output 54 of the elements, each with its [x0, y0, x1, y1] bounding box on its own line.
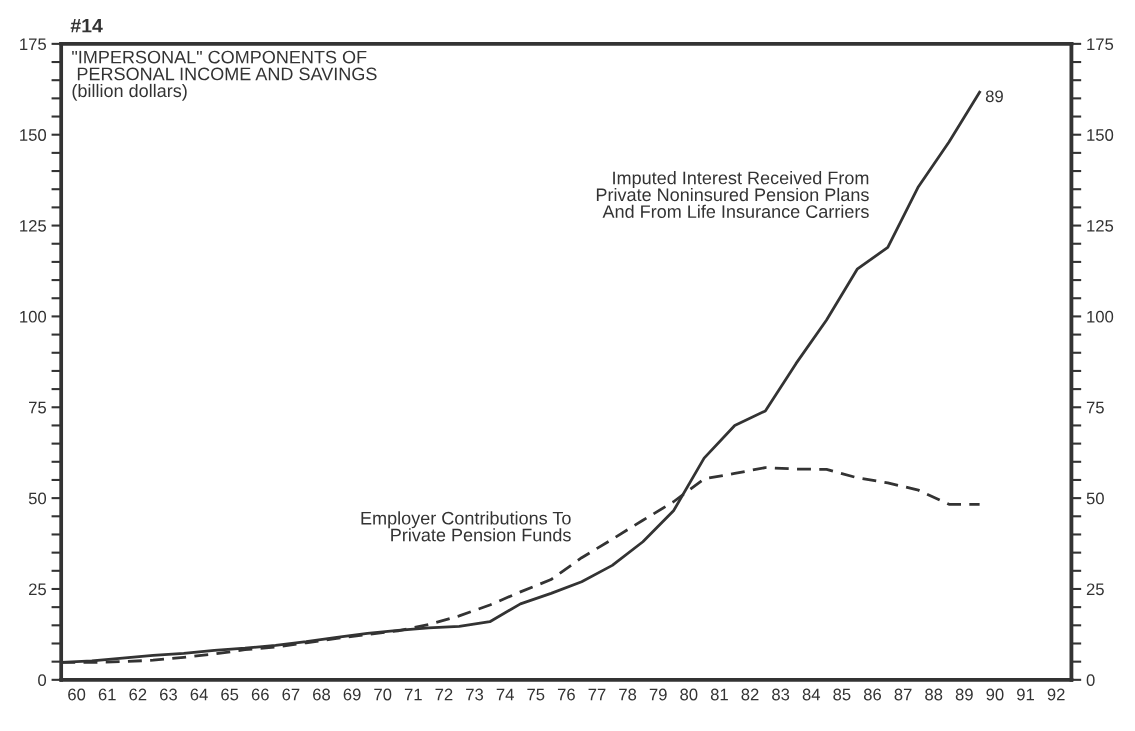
series-label: Imputed Interest Received From Private Noninsured Pension Plans And From Life Insurance Carriers — [596, 171, 869, 218]
x-tick-label: 62 — [129, 688, 147, 701]
y-tick-label: 150 — [20, 129, 47, 141]
x-tick-label: 71 — [404, 688, 422, 701]
y2-tick-label: 125 — [1087, 219, 1114, 232]
y-tick-label: 100 — [20, 310, 47, 323]
y-tick-label: 0 — [38, 674, 47, 687]
x-tick-label: 88 — [925, 688, 943, 701]
y-tick-label: 125 — [20, 219, 47, 232]
x-tick-label: 87 — [894, 688, 912, 701]
x-tick-label: 73 — [466, 688, 484, 701]
x-tick-label: 72 — [435, 688, 453, 701]
y2-tick-label: 75 — [1086, 401, 1104, 414]
text: #14 — [70, 18, 103, 33]
x-tick-label: 66 — [251, 688, 269, 701]
y-tick-label: 75 — [29, 401, 47, 414]
x-tick-label: 63 — [160, 688, 177, 701]
text: "IMPERSONAL" COMPONENTS OF PERSONAL INCOME AND SAVINGS (billion dollars) — [72, 50, 377, 101]
x-tick-label: 78 — [619, 688, 637, 701]
y2-tick-label: 0 — [1086, 674, 1095, 687]
x-tick-label: 85 — [833, 688, 851, 701]
series-label: Employer Contributions To Private Pension Funds — [361, 511, 571, 542]
y2-tick-label: 50 — [1086, 492, 1104, 505]
x-tick-label: 80 — [680, 688, 698, 701]
x-tick-label: 60 — [68, 688, 86, 701]
x-tick-label: 89 — [955, 688, 973, 701]
x-tick-label: 61 — [98, 688, 116, 701]
y2-tick-label: 175 — [1087, 38, 1114, 51]
x-tick-label: 77 — [588, 688, 606, 701]
x-tick-label: 68 — [313, 688, 331, 701]
x-tick-label: 86 — [863, 688, 882, 701]
x-tick-label: 91 — [1017, 688, 1034, 701]
x-tick-label: 69 — [343, 688, 361, 701]
x-tick-label: 84 — [802, 688, 821, 701]
y2-tick-label: 25 — [1086, 583, 1104, 596]
x-tick-label: 75 — [527, 688, 545, 701]
x-tick-label: 92 — [1047, 688, 1065, 701]
x-tick-label: 76 — [557, 688, 575, 701]
x-tick-label: 64 — [190, 688, 208, 701]
y-tick-label: 25 — [29, 583, 47, 596]
x-tick-label: 83 — [772, 688, 790, 701]
y-tick-label: 50 — [28, 492, 47, 505]
x-tick-label: 74 — [496, 688, 514, 701]
x-tick-label: 82 — [741, 688, 759, 701]
x-tick-label: 79 — [649, 688, 667, 701]
y-tick-label: 175 — [20, 38, 47, 51]
y2-tick-label: 150 — [1087, 129, 1114, 141]
x-tick-label: 67 — [282, 688, 300, 701]
x-tick-label: 90 — [986, 688, 1004, 701]
x-tick-label: 81 — [710, 688, 728, 701]
y2-tick-label: 100 — [1087, 310, 1114, 323]
x-tick-label: 70 — [374, 688, 392, 701]
annotation: 89 — [985, 90, 1003, 103]
x-tick-label: 65 — [221, 688, 239, 701]
